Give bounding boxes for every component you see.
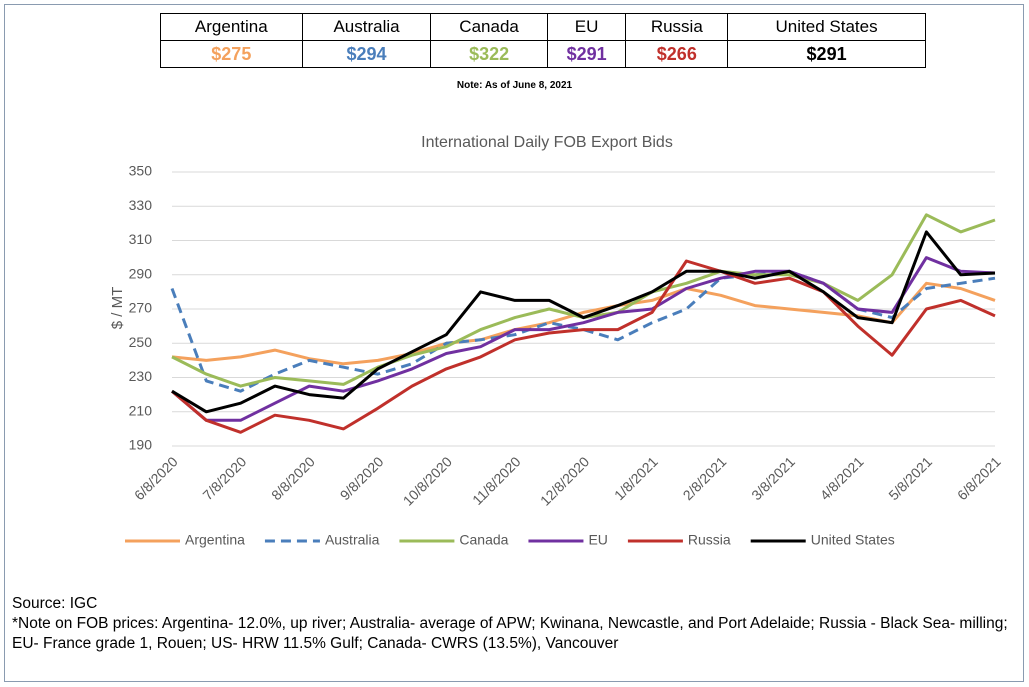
y-tick-label: 350 bbox=[129, 163, 153, 179]
series-line bbox=[171, 230, 996, 414]
legend-label: Argentina bbox=[185, 532, 245, 548]
y-tick-label: 190 bbox=[129, 437, 153, 453]
price-table: Argentina Australia Canada EU Russia United S… bbox=[160, 13, 926, 68]
x-tick-label: 1/8/2021 bbox=[611, 453, 661, 503]
legend-label: United States bbox=[811, 532, 895, 548]
x-tick-label: 10/8/2020 bbox=[400, 453, 456, 509]
legend-label: EU bbox=[588, 532, 607, 548]
y-tick-label: 210 bbox=[129, 402, 153, 418]
x-tick-label: 2/8/2021 bbox=[680, 453, 730, 503]
footnote: *Note on FOB prices: Argentina- 12.0%, u… bbox=[12, 615, 1008, 652]
legend-label: Canada bbox=[459, 532, 508, 548]
table-value: $322 bbox=[430, 40, 548, 68]
value-row: $275 $294 $322 $291 $266 $291 bbox=[160, 40, 926, 68]
y-tick-label: 250 bbox=[129, 334, 153, 350]
chart-title: International Daily FOB Export Bids bbox=[421, 134, 673, 151]
y-tick-label: 290 bbox=[129, 265, 153, 281]
table-value: $291 bbox=[727, 40, 926, 68]
x-tick-label: 6/8/2021 bbox=[954, 453, 1004, 503]
y-tick-label: 230 bbox=[129, 368, 153, 384]
table-value: $294 bbox=[301, 40, 432, 68]
y-tick-label: 310 bbox=[129, 231, 153, 247]
series-line bbox=[171, 256, 996, 422]
x-tick-label: 6/8/2020 bbox=[131, 453, 181, 503]
x-tick-label: 7/8/2020 bbox=[199, 453, 249, 503]
x-tick-label: 3/8/2021 bbox=[748, 453, 798, 503]
y-tick-label: 330 bbox=[129, 197, 153, 213]
source: Source: IGC bbox=[12, 595, 98, 612]
y-axis-label: $ / MT bbox=[109, 287, 126, 330]
table-header: Australia bbox=[301, 13, 432, 41]
x-tick-label: 8/8/2020 bbox=[268, 453, 318, 503]
table-note: Note: As of June 8, 2021 bbox=[456, 80, 573, 91]
x-tick-label: 9/8/2020 bbox=[337, 453, 387, 503]
table-header: United States bbox=[727, 13, 926, 41]
table-value: $266 bbox=[625, 40, 729, 68]
table-header: Canada bbox=[430, 13, 548, 41]
series-line bbox=[171, 259, 996, 434]
legend-label: Russia bbox=[688, 532, 731, 548]
legend-label: Australia bbox=[325, 532, 380, 548]
frame bbox=[4, 4, 1024, 682]
y-tick-label: 270 bbox=[129, 300, 153, 316]
x-tick-label: 5/8/2021 bbox=[885, 453, 935, 503]
x-tick-label: 11/8/2020 bbox=[469, 453, 524, 508]
x-tick-label: 4/8/2021 bbox=[817, 453, 867, 503]
table-value: $291 bbox=[546, 40, 627, 68]
x-tick-label: 12/8/2020 bbox=[537, 453, 593, 509]
header-row: Argentina Australia Canada EU Russia United S… bbox=[160, 13, 926, 41]
